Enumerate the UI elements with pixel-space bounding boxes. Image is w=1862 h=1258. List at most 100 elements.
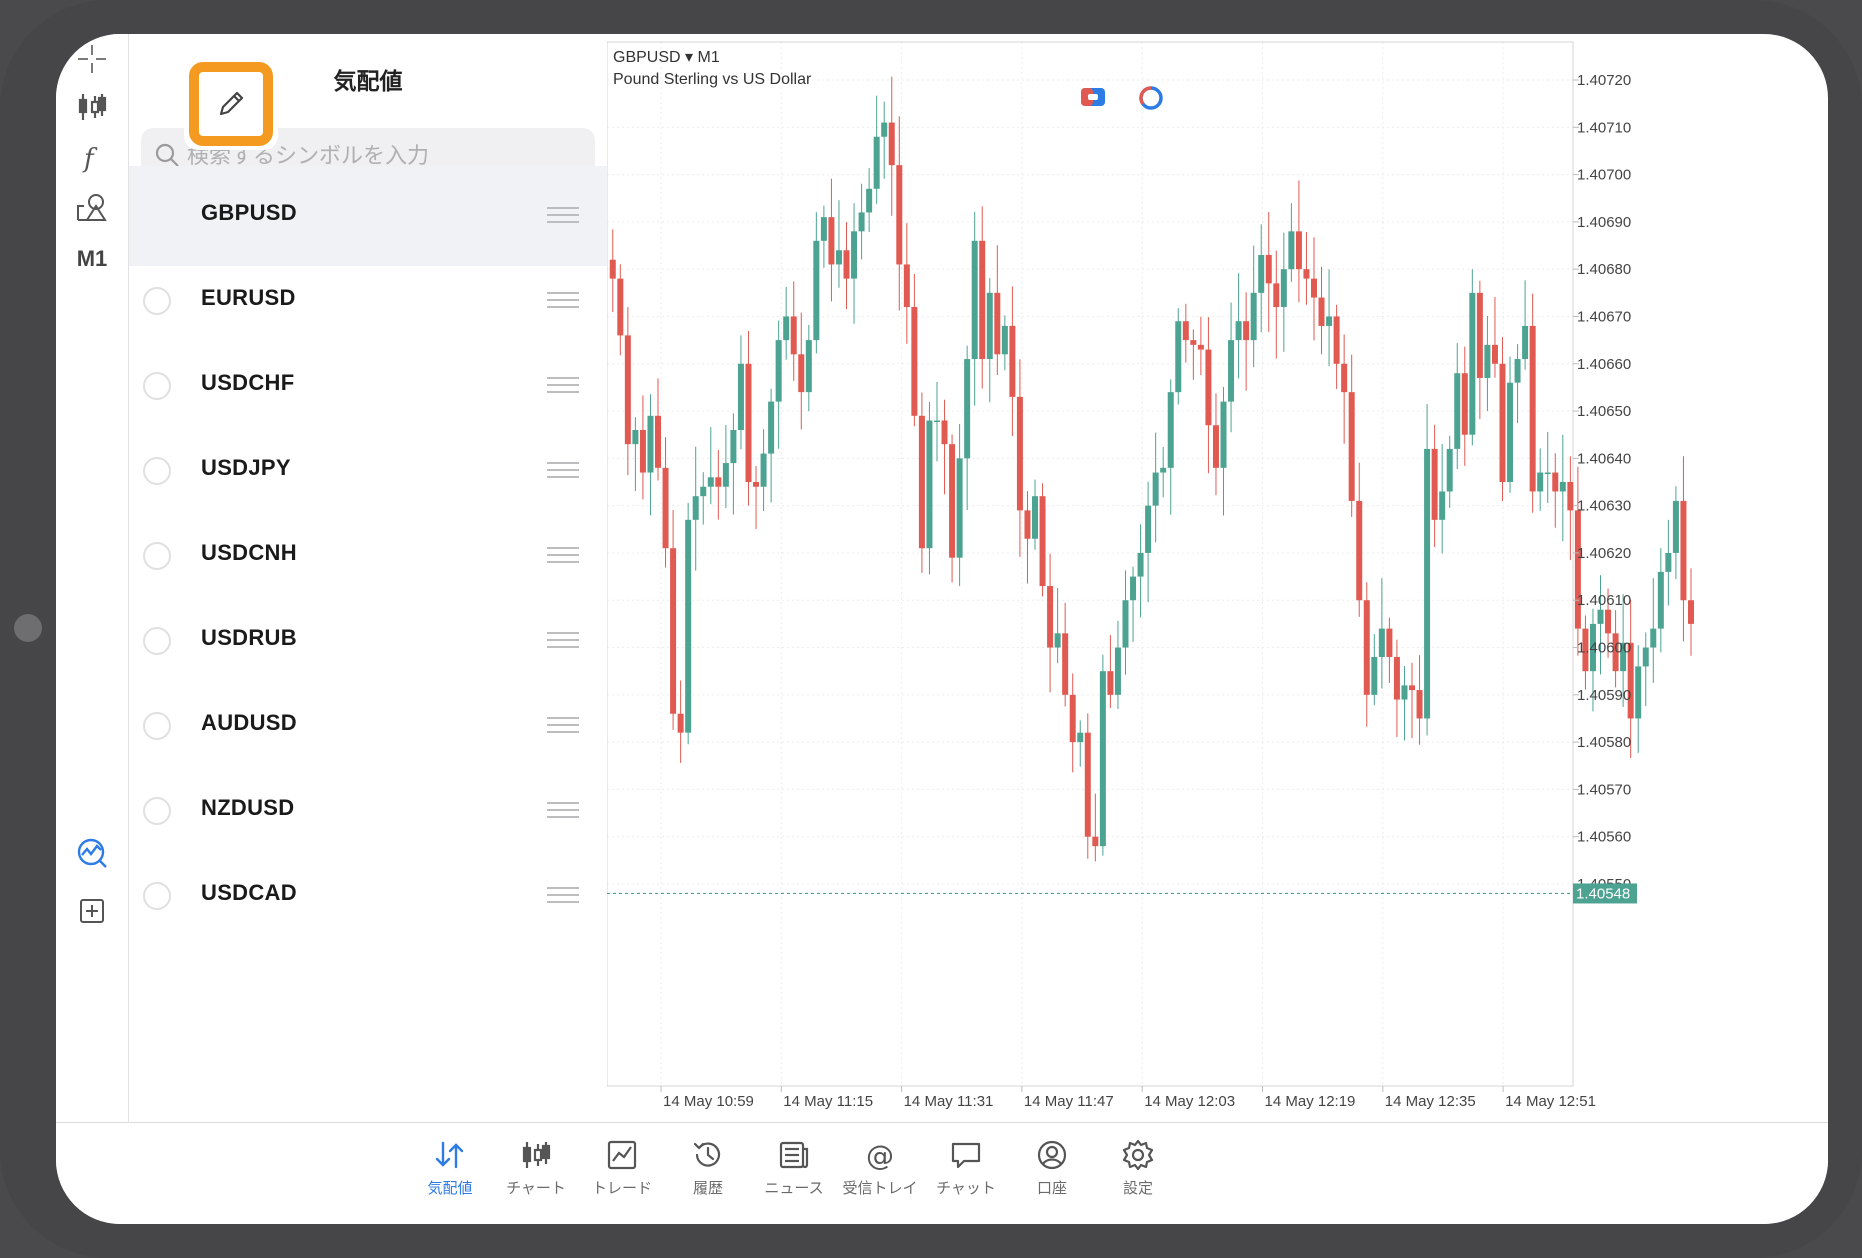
select-radio[interactable] <box>143 627 171 655</box>
candle-body <box>1657 571 1664 629</box>
news-icon <box>779 1141 809 1169</box>
drag-handle-icon[interactable] <box>547 376 579 394</box>
candle-body <box>1672 500 1679 553</box>
candle-body <box>1567 482 1574 511</box>
function-icon[interactable]: f <box>56 132 128 182</box>
symbol-row[interactable]: NZDUSD <box>129 761 607 861</box>
select-radio[interactable] <box>143 457 171 485</box>
candle-body <box>1039 496 1046 587</box>
timeframe-button[interactable]: M1 <box>76 246 108 271</box>
candlestick-chart[interactable]: 1.40720 1.40710 1.40700 1.40690 1.40680 1.406… <box>607 34 1828 1122</box>
add-window-icon[interactable] <box>56 886 128 936</box>
candle-body <box>1145 505 1152 553</box>
candle-body <box>1235 321 1242 341</box>
candle-body <box>1016 396 1023 511</box>
candle-body <box>655 415 662 468</box>
select-radio[interactable] <box>143 797 171 825</box>
drag-handle-icon[interactable] <box>547 461 579 479</box>
tab-history[interactable]: 履歴 <box>658 1137 758 1207</box>
candle-body <box>1522 325 1529 360</box>
candle-body <box>1454 373 1461 449</box>
candle-body <box>820 217 827 241</box>
candle-body <box>1258 254 1265 293</box>
candle-body <box>1333 316 1340 364</box>
tab-label: チャート <box>506 1179 566 1197</box>
tab-settings[interactable]: 設定 <box>1088 1137 1188 1207</box>
candle-body <box>798 354 805 393</box>
candle-body <box>805 340 812 393</box>
symbol-name: GBPUSD <box>201 200 297 225</box>
candle-body <box>1326 316 1333 326</box>
drag-handle-icon[interactable] <box>547 291 579 309</box>
candle-body <box>1295 231 1302 270</box>
drag-handle-icon[interactable] <box>547 886 579 904</box>
y-tick-label: 1.40570 <box>1577 781 1631 798</box>
tab-chat[interactable]: チャット <box>916 1137 1016 1207</box>
svg-text:@: @ <box>866 1139 894 1172</box>
trade-status-icon[interactable] <box>1139 86 1163 110</box>
candle-body <box>866 188 873 213</box>
symbol-name: USDRUB <box>201 625 297 650</box>
y-tick-label: 1.40580 <box>1577 734 1631 751</box>
objects-icon[interactable] <box>56 182 128 232</box>
select-radio[interactable] <box>143 287 171 315</box>
chart-view-icon[interactable] <box>56 828 128 878</box>
chat-icon <box>951 1142 981 1169</box>
candle-body <box>949 444 956 558</box>
symbol-row[interactable]: AUDUSD <box>129 676 607 776</box>
edit-button[interactable] <box>189 62 273 146</box>
chart-area[interactable]: 1.40720 1.40710 1.40700 1.40690 1.40680 1.406… <box>607 34 1828 1122</box>
one-click-trading-icon[interactable] <box>1081 88 1105 106</box>
market-watch-panel: 気配値 GBPUSD EURUSD USDCHF USDJPY USDCNH <box>129 34 607 1122</box>
drag-handle-icon[interactable] <box>547 716 579 734</box>
candle-body <box>1099 671 1106 847</box>
tab-news[interactable]: ニュース <box>744 1137 844 1207</box>
y-tick-label: 1.40640 <box>1577 450 1631 467</box>
candle-body <box>918 415 925 549</box>
symbol-row[interactable]: GBPUSD <box>129 166 607 266</box>
symbol-row[interactable]: USDCAD <box>129 846 607 946</box>
select-radio[interactable] <box>143 542 171 570</box>
tab-mailbox[interactable]: @ 受信トレイ <box>830 1137 930 1207</box>
y-tick-label: 1.40600 <box>1577 640 1631 657</box>
candle-body <box>737 363 744 430</box>
x-tick-label: 14 May 12:51 <box>1505 1093 1596 1110</box>
candle-body <box>670 548 677 714</box>
symbol-name: USDJPY <box>201 455 291 480</box>
drag-handle-icon[interactable] <box>547 631 579 649</box>
candle-body <box>1160 467 1167 473</box>
candle-body <box>1559 482 1566 492</box>
candle-body <box>1424 448 1431 719</box>
candle-body <box>873 136 880 189</box>
symbol-row[interactable]: USDCHF <box>129 336 607 436</box>
candle-body <box>1175 321 1182 393</box>
candle-body <box>1197 344 1204 350</box>
crosshair-icon[interactable] <box>56 34 128 84</box>
candle-body <box>1001 325 1008 355</box>
symbol-row[interactable]: EURUSD <box>129 251 607 351</box>
select-radio[interactable] <box>143 372 171 400</box>
candle-body <box>1393 656 1400 700</box>
candle-body <box>632 429 639 445</box>
candle-body <box>685 519 692 733</box>
select-radio[interactable] <box>143 882 171 910</box>
symbol-row[interactable]: USDCNH <box>129 506 607 606</box>
candle-body <box>1265 254 1272 284</box>
tab-accounts[interactable]: 口座 <box>1002 1137 1102 1207</box>
drag-handle-icon[interactable] <box>547 546 579 564</box>
candle-body <box>1009 325 1016 397</box>
drag-handle-icon[interactable] <box>547 206 579 224</box>
candle-body <box>1409 685 1416 691</box>
y-tick-label: 1.40680 <box>1577 261 1631 278</box>
y-tick-label: 1.40630 <box>1577 498 1631 515</box>
tab-quotes[interactable]: 気配値 <box>400 1137 500 1207</box>
tab-chart[interactable]: チャート <box>486 1137 586 1207</box>
y-tick-label: 1.40660 <box>1577 356 1631 373</box>
symbol-row[interactable]: USDRUB <box>129 591 607 691</box>
select-radio[interactable] <box>143 712 171 740</box>
symbol-row[interactable]: USDJPY <box>129 421 607 521</box>
tab-trade[interactable]: トレード <box>572 1137 672 1207</box>
chart-tool-rail: f M1 <box>56 34 129 1122</box>
indicators-icon[interactable] <box>56 82 128 132</box>
drag-handle-icon[interactable] <box>547 801 579 819</box>
